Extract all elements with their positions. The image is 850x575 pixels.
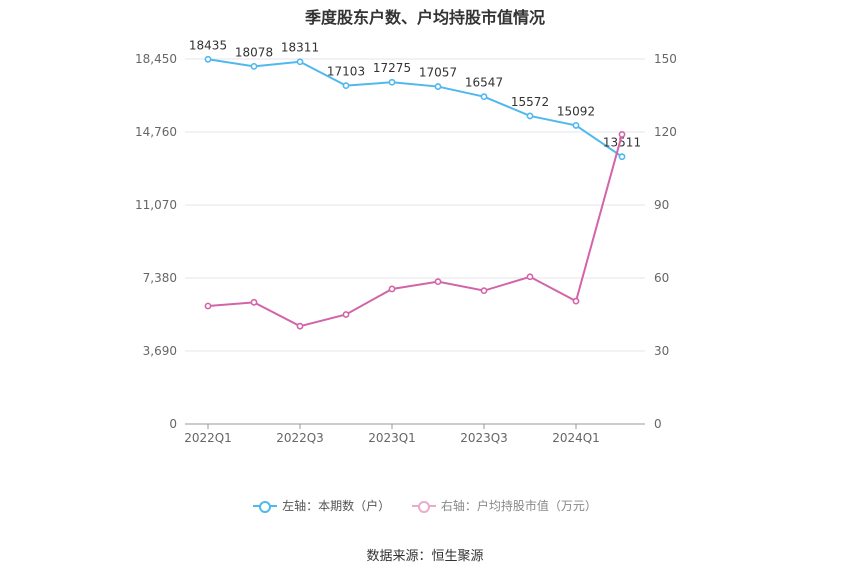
data-point-left	[618, 153, 626, 161]
legend-item-right-series[interactable]: 右轴：户均持股市值（万元）	[411, 497, 597, 514]
y-left-tick-label: 18,450	[135, 52, 177, 66]
data-label: 18078	[235, 45, 273, 59]
data-label: 18311	[281, 41, 319, 55]
y-right-tick-label: 120	[654, 125, 677, 139]
x-tick-label: 2023Q1	[368, 431, 416, 445]
data-source: 数据来源：恒生聚源	[366, 549, 484, 564]
y-right-tick-label: 60	[654, 271, 669, 285]
data-label: 16547	[465, 76, 503, 90]
y-right-tick-label: 90	[654, 198, 669, 212]
data-label: 17057	[419, 66, 457, 80]
data-point-left	[572, 122, 580, 129]
data-point-right	[572, 297, 580, 305]
data-point-right	[296, 322, 304, 330]
data-point-right	[342, 311, 350, 318]
legend-line-marker-icon	[253, 500, 278, 513]
y-left-tick-label: 7,380	[143, 271, 177, 285]
legend-label-right-series: 右轴：户均持股市值（万元）	[440, 499, 597, 513]
x-tick-label: 2023Q3	[460, 431, 508, 445]
x-tick-label: 2022Q3	[276, 431, 324, 445]
data-label: 18435	[189, 38, 227, 52]
data-point-left	[204, 55, 212, 63]
legend-line-marker-icon	[411, 500, 436, 513]
data-point-left	[526, 112, 534, 120]
data-point-left	[388, 78, 396, 86]
data-point-right	[250, 298, 258, 306]
data-point-left	[480, 93, 488, 101]
chart-title: 季度股东户数、户均持股市值情况	[304, 8, 545, 27]
data-point-left	[434, 83, 442, 90]
series-line-right	[207, 134, 623, 328]
data-point-right	[388, 285, 396, 293]
data-point-right	[480, 287, 488, 295]
data-point-right	[618, 131, 626, 138]
data-point-right	[434, 278, 442, 286]
legend-item-left-series[interactable]: 左轴：本期数（户）	[253, 497, 390, 514]
series-line-left	[207, 58, 623, 158]
x-tick-label: 2022Q1	[184, 431, 232, 445]
data-label: 15092	[557, 104, 595, 118]
y-left-tick-label: 14,760	[135, 125, 177, 139]
legend-label-left-series: 左轴：本期数（户）	[282, 499, 391, 513]
y-right-tick-label: 150	[654, 52, 677, 66]
y-left-tick-label: 0	[169, 417, 177, 431]
x-tick-label: 2024Q1	[552, 431, 600, 445]
data-point-left	[296, 58, 304, 66]
y-right-tick-label: 0	[654, 417, 662, 431]
y-left-tick-label: 11,070	[135, 198, 177, 212]
data-label: 15572	[511, 95, 549, 109]
y-left-tick-label: 3,690	[143, 344, 177, 358]
data-point-right	[526, 273, 534, 281]
y-right-tick-label: 30	[654, 344, 669, 358]
data-point-left	[342, 82, 350, 90]
data-point-left	[250, 62, 258, 70]
data-label: 13511	[603, 136, 641, 150]
data-label: 17275	[373, 61, 411, 75]
legend: 左轴：本期数（户） 右轴：户均持股市值（万元）	[0, 497, 850, 515]
data-point-right	[204, 302, 212, 310]
data-label: 17103	[327, 65, 365, 79]
